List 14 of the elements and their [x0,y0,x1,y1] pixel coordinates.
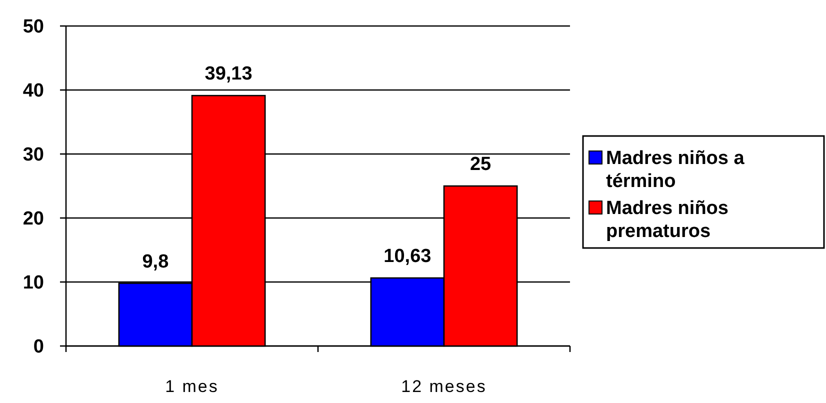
y-tick-label: 40 [22,80,44,102]
x-tick-label: 1 mes [165,377,219,396]
data-label: 25 [470,154,492,175]
y-tick-label: 0 [33,336,44,358]
x-tick-label: 12 meses [401,377,487,396]
y-tick-label: 50 [22,16,44,38]
data-label: 9,8 [142,251,169,272]
data-label: 39,13 [204,64,252,85]
legend-label: Madres niños a término [606,148,745,192]
y-tick-label: 20 [22,208,44,230]
y-tick-label: 30 [22,144,44,166]
legend-label: Madres niños prematuros [606,198,728,242]
data-label: 10,63 [384,246,432,267]
y-tick-label: 10 [22,272,44,294]
